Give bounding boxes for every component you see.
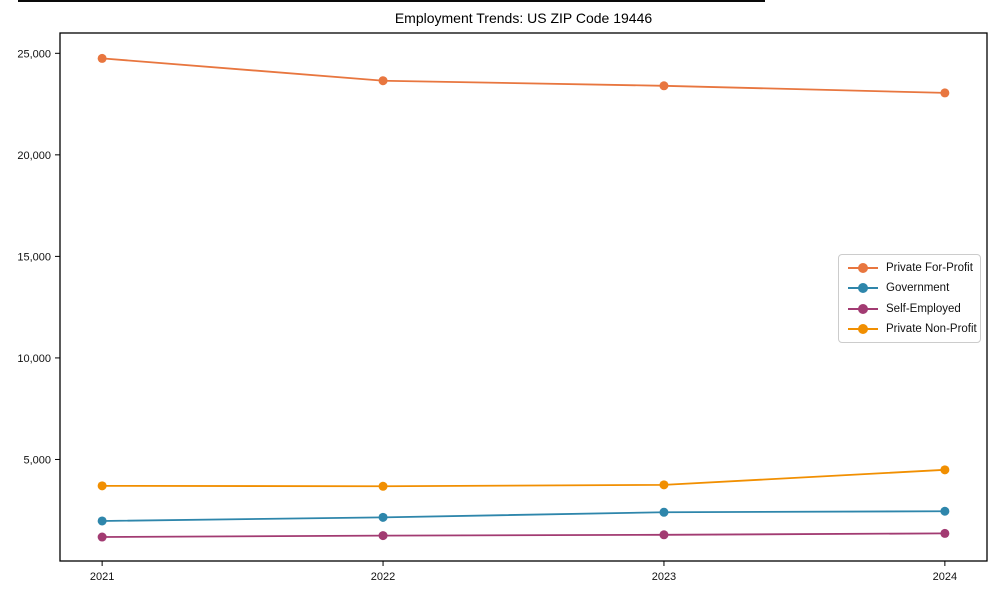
y-tick-label: 5,000	[23, 454, 51, 466]
data-point-marker	[659, 81, 669, 91]
data-point-marker	[97, 516, 107, 526]
legend-dot-sample	[858, 283, 868, 294]
legend-item: Private Non-Profit	[848, 320, 977, 338]
legend-dot-sample	[858, 263, 868, 274]
series-line	[102, 532, 945, 538]
y-tick-label: 15,000	[17, 251, 51, 263]
data-point-marker	[97, 532, 107, 542]
data-point-marker	[940, 506, 950, 516]
legend-dot-sample	[858, 303, 868, 314]
data-point-marker	[378, 76, 388, 86]
data-point-marker	[378, 481, 388, 491]
data-point-marker	[378, 512, 388, 522]
y-tick-label: 10,000	[17, 353, 51, 365]
data-point-marker	[659, 507, 669, 517]
data-point-marker	[940, 528, 950, 538]
series-line	[102, 468, 945, 488]
data-point-marker	[659, 480, 669, 490]
legend-dot-sample	[858, 323, 868, 334]
legend-item: Self-Employed	[848, 300, 976, 318]
legend-label: Private Non-Profit	[886, 322, 977, 335]
chart-legend: Private For-Profit Government Self-Employe…	[838, 254, 981, 343]
axes-frame	[59, 32, 988, 562]
data-point-marker	[659, 530, 669, 540]
legend-label: Private For-Profit	[886, 262, 973, 275]
series-line	[102, 57, 945, 94]
data-point-marker	[97, 53, 107, 63]
x-tick-label: 2023	[652, 571, 676, 583]
legend-line-dot-icon	[848, 283, 878, 294]
x-tick-label: 2024	[933, 571, 957, 583]
legend-line-dot-icon	[848, 303, 878, 314]
data-point-marker	[97, 481, 107, 491]
x-tick-label: 2022	[371, 571, 395, 583]
series-line	[102, 510, 945, 522]
data-point-marker	[378, 531, 388, 541]
legend-label: Government	[886, 282, 950, 295]
legend-line-dot-icon	[848, 263, 878, 274]
legend-item: Government	[848, 279, 976, 297]
y-tick-label: 25,000	[17, 48, 51, 60]
data-point-marker	[940, 465, 950, 475]
y-tick-label: 20,000	[17, 150, 51, 162]
x-tick-label: 2021	[90, 571, 114, 583]
window-edge-line	[18, 0, 765, 2]
chart-title: Employment Trends: US ZIP Code 19446	[394, 10, 653, 26]
legend-label: Self-Employed	[886, 302, 961, 315]
data-point-marker	[940, 88, 950, 98]
legend-line-dot-icon	[848, 323, 878, 334]
legend-item: Private For-Profit	[848, 259, 976, 277]
